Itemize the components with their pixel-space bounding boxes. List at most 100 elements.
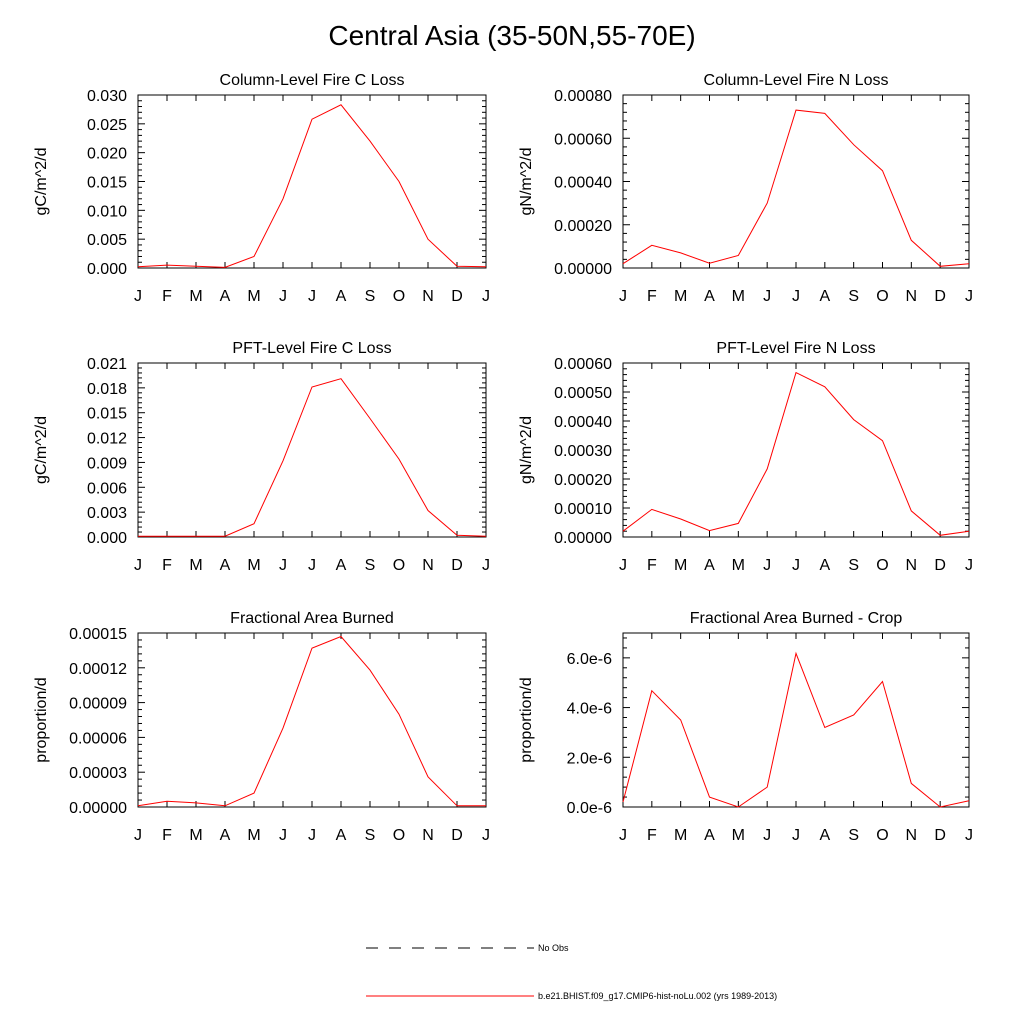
panel-2-series-line — [622, 109, 970, 267]
panel-1-xtick-label: J — [279, 288, 287, 305]
panel-4-xtick-label: J — [965, 557, 973, 574]
panel-3-ytick-label: 0.000 — [87, 530, 127, 547]
panel-2-xtick-label: M — [674, 288, 687, 305]
panel-3-ytick-label: 0.015 — [87, 406, 127, 423]
panel-6-xtick-label: A — [819, 827, 830, 844]
panel-1-ytick-label: 0.010 — [87, 203, 127, 220]
panel-2-xtick-label: S — [848, 288, 859, 305]
panel-5-xtick-label: S — [365, 827, 376, 844]
panel-5-xtick-label: D — [451, 827, 463, 844]
panel-6-series-line — [622, 651, 970, 808]
panel-6-xtick-label: A — [704, 827, 715, 844]
panel-6-ylabel: proportion/d — [518, 677, 535, 762]
panel-4-xtick-label: J — [619, 557, 627, 574]
panel-4-ytick-label: 0.00020 — [554, 472, 612, 489]
panel-6-ytick-label: 6.0e-6 — [567, 651, 612, 668]
panel-2-xtick-label: O — [876, 288, 888, 305]
panel-3-ytick-label: 0.003 — [87, 505, 127, 522]
panel-4-ytick-label: 0.00060 — [554, 356, 612, 373]
panel-3-xtick-label: D — [451, 557, 463, 574]
panel-2-title: Column-Level Fire N Loss — [704, 72, 889, 89]
panel-1-ytick-label: 0.015 — [87, 175, 127, 192]
panel-2-ytick-label: 0.00060 — [554, 131, 612, 148]
panel-4-xtick-label: F — [647, 557, 657, 574]
panel-5-xtick-label: N — [422, 827, 434, 844]
panel-1-xtick-label: N — [422, 288, 434, 305]
panel-5-xtick-label: O — [393, 827, 405, 844]
panel-1-ytick-label: 0.005 — [87, 232, 127, 249]
panel-2-xtick-label: J — [763, 288, 771, 305]
panel-6-xtick-label: J — [763, 827, 771, 844]
panel-6-xtick-label: S — [848, 827, 859, 844]
panel-6-title: Fractional Area Burned - Crop — [690, 610, 903, 627]
panel-2-ytick-label: 0.00020 — [554, 218, 612, 235]
panel-3-xtick-label: A — [336, 557, 347, 574]
panel-1-xtick-label: A — [220, 288, 231, 305]
panel-2-xtick-label: D — [934, 288, 946, 305]
panel-3-xtick-label: S — [365, 557, 376, 574]
panel-1-xtick-label: O — [393, 288, 405, 305]
panel-1-xtick-label: J — [308, 288, 316, 305]
panel-2-xtick-label: J — [965, 288, 973, 305]
panel-6-xtick-label: N — [906, 827, 918, 844]
panel-5-xtick-label: J — [482, 827, 490, 844]
panel-4-xtick-label: J — [763, 557, 771, 574]
panel-4-xtick-label: D — [934, 557, 946, 574]
panel-4-xtick-label: M — [674, 557, 687, 574]
panel-4-series-line — [622, 371, 970, 536]
panel-5-xtick-label: J — [308, 827, 316, 844]
panel-3-xtick-label: J — [134, 557, 142, 574]
panel-3-xtick-label: A — [220, 557, 231, 574]
panel-4-xtick-label: A — [704, 557, 715, 574]
panel-1-xtick-label: D — [451, 288, 463, 305]
panel-4-ytick-label: 0.00050 — [554, 385, 612, 402]
panel-5-ytick-label: 0.00012 — [69, 661, 127, 678]
panel-1-xtick-label: J — [482, 288, 490, 305]
panel-3-ytick-label: 0.018 — [87, 381, 127, 398]
panel-1-ytick-label: 0.030 — [87, 88, 127, 105]
panel-4-xtick-label: O — [876, 557, 888, 574]
panel-1-series-line — [137, 104, 487, 268]
panel-6-xtick-label: M — [674, 827, 687, 844]
panel-3-xtick-label: J — [482, 557, 490, 574]
panel-3-xtick-label: M — [189, 557, 202, 574]
panel-4-xtick-label: S — [848, 557, 859, 574]
panel-1-xtick-label: J — [134, 288, 142, 305]
panel-4-xtick-label: M — [732, 557, 745, 574]
panel-6-ytick-label: 2.0e-6 — [567, 750, 612, 767]
panel-3-ytick-label: 0.021 — [87, 356, 127, 373]
panel-4-ylabel: gN/m^2/d — [518, 416, 535, 484]
panel-4-xtick-label: J — [792, 557, 800, 574]
panel-3-xtick-label: J — [308, 557, 316, 574]
legend-label-model: b.e21.BHIST.f09_g17.CMIP6-hist-noLu.002 … — [538, 991, 778, 1001]
panel-5-series-line — [137, 635, 486, 807]
panel-2-ytick-label: 0.00040 — [554, 175, 612, 192]
panel-3-ytick-label: 0.012 — [87, 431, 127, 448]
panel-5-xtick-label: F — [162, 827, 172, 844]
panel-1-ylabel: gC/m^2/d — [33, 148, 50, 216]
panel-1-xtick-label: A — [336, 288, 347, 305]
panel-4-ytick-label: 0.00030 — [554, 443, 612, 460]
panel-1-xtick-label: F — [162, 288, 172, 305]
panel-5-xtick-label: J — [134, 827, 142, 844]
panel-3-xtick-label: J — [279, 557, 287, 574]
panel-2-ytick-label: 0.00080 — [554, 88, 612, 105]
panel-4-ytick-label: 0.00000 — [554, 530, 612, 547]
panel-5-xtick-label: J — [279, 827, 287, 844]
panel-3-series-line — [138, 378, 487, 537]
panel-4-xtick-label: A — [819, 557, 830, 574]
panel-5-title: Fractional Area Burned — [230, 610, 394, 627]
legend-label-no-obs: No Obs — [538, 943, 569, 953]
panel-4-title: PFT-Level Fire N Loss — [716, 340, 875, 357]
panel-3-title: PFT-Level Fire C Loss — [232, 340, 391, 357]
panel-5-xtick-label: M — [247, 827, 260, 844]
panel-2-xtick-label: J — [792, 288, 800, 305]
panel-2-xtick-label: F — [647, 288, 657, 305]
panel-1-xtick-label: M — [189, 288, 202, 305]
panel-2-xtick-label: A — [819, 288, 830, 305]
panel-2-ytick-label: 0.00000 — [554, 261, 612, 278]
panel-6-xtick-label: F — [647, 827, 657, 844]
panel-4-ytick-label: 0.00010 — [554, 501, 612, 518]
